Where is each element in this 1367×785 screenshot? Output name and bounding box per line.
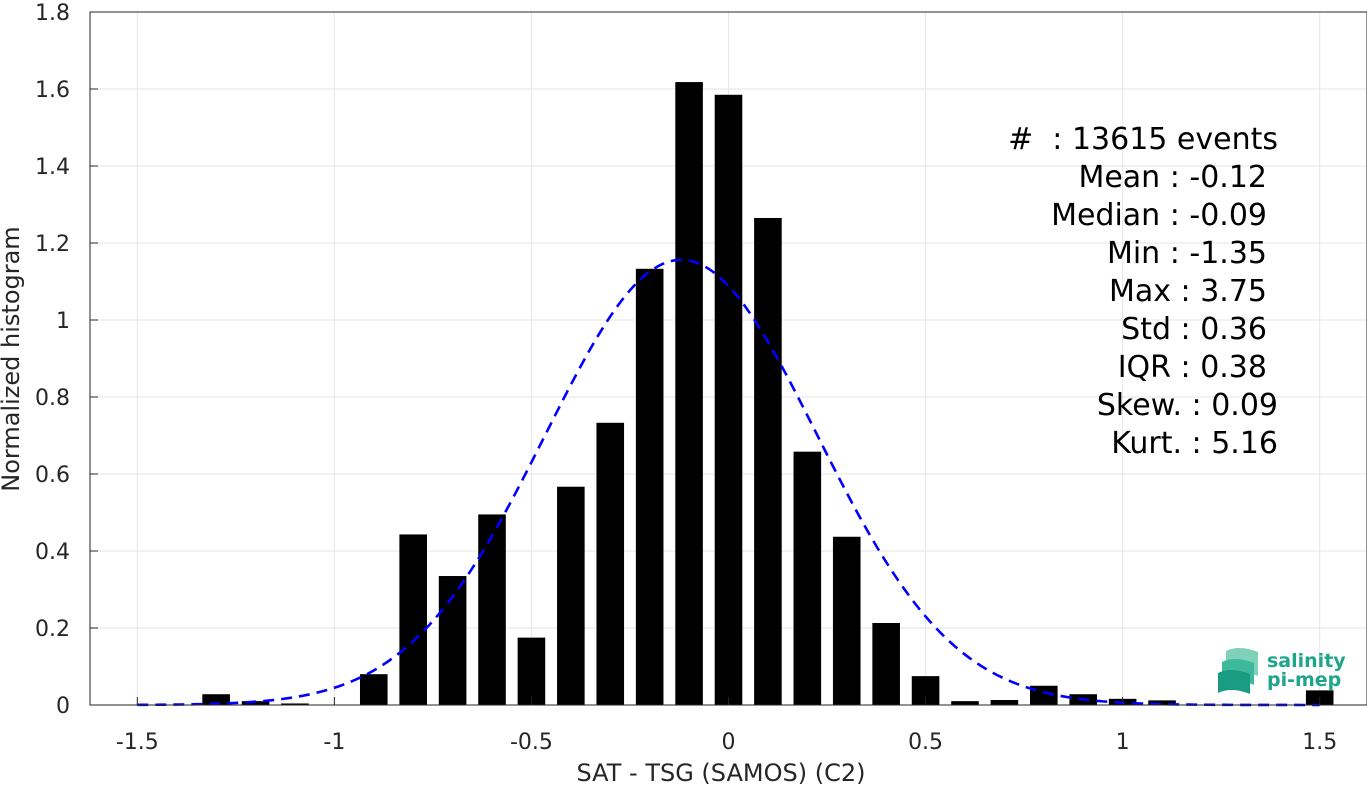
- stat-kurt: Kurt. : 5.16: [1111, 426, 1278, 461]
- histogram-bar: [478, 514, 506, 705]
- x-tick-label: 0.5: [908, 730, 943, 755]
- histogram-bar: [596, 422, 625, 705]
- bars: [202, 82, 1334, 705]
- stat-median: Median : -0.09: [1051, 198, 1267, 233]
- y-tick-label: 1.2: [35, 232, 70, 257]
- histogram-bar: [399, 534, 427, 705]
- histogram-bar: [557, 486, 585, 705]
- histogram-bar: [359, 674, 388, 705]
- histogram-bar: [714, 94, 743, 705]
- stats-annotation: # : 13615 events Mean : -0.12 Median : -…: [1008, 122, 1278, 461]
- stat-iqr: IQR : 0.38: [1118, 350, 1267, 385]
- x-axis-ticks: -1.5 -1 -0.5 0 0.5 1 1.5: [116, 697, 1337, 755]
- y-tick-label: 0.8: [35, 386, 70, 411]
- histogram-bar: [951, 701, 979, 705]
- x-tick-label: 0: [722, 730, 736, 755]
- y-tick-label: 1.8: [35, 1, 70, 26]
- y-tick-label: 0: [56, 694, 70, 719]
- logo-line2: pi-mep: [1267, 669, 1341, 691]
- histogram-bar: [635, 268, 664, 705]
- x-tick-label: 1.5: [1302, 730, 1337, 755]
- salinity-pi-mep-logo: salinity pi-mep: [1218, 648, 1346, 694]
- y-tick-label: 1: [56, 309, 70, 334]
- x-tick-label: -0.5: [510, 730, 553, 755]
- stat-max: Max : 3.75: [1109, 274, 1267, 309]
- histogram-bar: [675, 82, 703, 705]
- histogram-bar: [832, 536, 861, 705]
- histogram-bar: [281, 703, 309, 705]
- logo-line1: salinity: [1267, 650, 1346, 672]
- stat-events: # : 13615 events: [1008, 122, 1278, 157]
- x-tick-label: 1: [1116, 730, 1130, 755]
- y-axis-label: Normalized histogram: [0, 226, 25, 491]
- y-axis-ticks: 0 0.2 0.4 0.6 0.8 1 1.2 1.4 1.6 1.8: [35, 1, 98, 719]
- histogram-bar: [1148, 700, 1176, 705]
- histogram-bar: [517, 637, 546, 705]
- logo-wave-icon: [1218, 648, 1258, 694]
- histogram-bar: [1030, 685, 1058, 705]
- histogram-bar: [793, 451, 822, 705]
- x-tick-label: -1.5: [116, 730, 159, 755]
- histogram-bar: [990, 699, 1019, 705]
- stat-min: Min : -1.35: [1107, 236, 1267, 271]
- histogram-bar: [754, 217, 782, 705]
- y-tick-label: 0.6: [35, 463, 70, 488]
- y-tick-label: 1.6: [35, 78, 70, 103]
- stat-mean: Mean : -0.12: [1078, 160, 1267, 195]
- stat-skew: Skew. : 0.09: [1097, 388, 1278, 423]
- x-tick-label: -1: [323, 730, 345, 755]
- y-tick-label: 1.4: [35, 155, 70, 180]
- y-tick-label: 0.2: [35, 617, 70, 642]
- histogram-bar: [872, 622, 900, 705]
- x-axis-label: SAT - TSG (SAMOS) (C2): [577, 759, 866, 785]
- histogram-bar: [202, 694, 230, 705]
- stat-std: Std : 0.36: [1121, 312, 1267, 347]
- y-tick-label: 0.4: [35, 540, 70, 565]
- histogram-bar: [241, 701, 270, 705]
